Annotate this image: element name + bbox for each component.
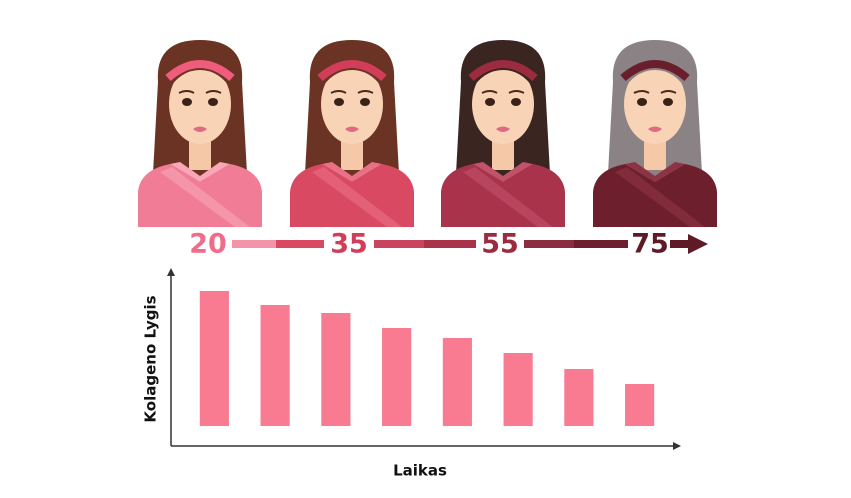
bar: [564, 369, 594, 426]
bar: [442, 338, 472, 426]
axes: Laikas Kolageno Lygis: [142, 268, 681, 480]
age-timeline: 20 35 55 75: [189, 229, 708, 260]
timeline-segment: [374, 240, 424, 248]
timeline-segment: [232, 240, 276, 248]
age-label: 55: [481, 229, 519, 260]
timeline-segment: [670, 240, 690, 248]
bar: [503, 353, 533, 426]
age-label: 75: [631, 229, 669, 260]
woman-illustration: [137, 39, 263, 228]
woman-illustration: [289, 39, 415, 228]
x-axis-label: Laikas: [393, 462, 447, 480]
woman-illustration: [440, 39, 566, 228]
y-axis-arrow: [167, 268, 175, 276]
x-axis-arrow: [673, 442, 681, 450]
timeline-segment: [276, 240, 324, 248]
bars: [199, 291, 655, 426]
bar: [199, 291, 229, 426]
bar: [625, 384, 655, 426]
age-label: 35: [330, 229, 368, 260]
bar: [382, 328, 412, 426]
timeline-segment: [524, 240, 574, 248]
timeline-arrow: [688, 234, 708, 254]
age-label: 20: [189, 229, 227, 260]
bar: [321, 313, 351, 426]
bar: [260, 305, 290, 426]
woman-illustration: [592, 39, 718, 228]
timeline-segment: [424, 240, 476, 248]
y-axis-label: Kolageno Lygis: [142, 295, 160, 422]
timeline-segment: [574, 240, 628, 248]
